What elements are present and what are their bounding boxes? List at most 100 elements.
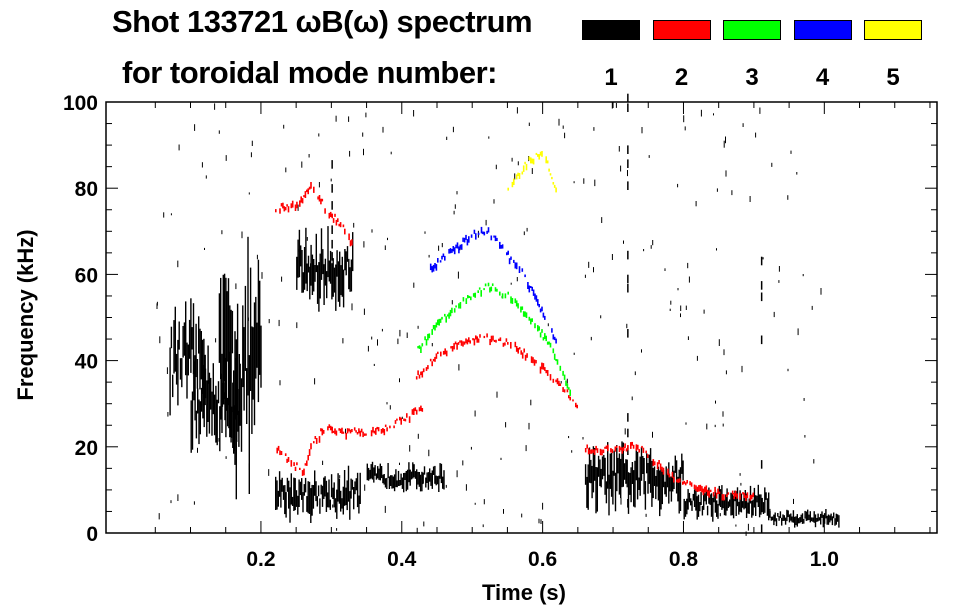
mode-1-spectral-mark <box>643 458 645 495</box>
mode-1-spectral-mark <box>649 448 652 493</box>
mode-1-spectral-mark <box>323 477 325 499</box>
mode-1-spectral-mark <box>399 329 401 337</box>
mode-1-spectral-mark <box>190 400 192 453</box>
mode-2-trace-mark <box>661 466 663 472</box>
mode-2-trace-mark <box>331 213 333 219</box>
mode-2-trace-mark <box>721 494 724 501</box>
mode-1-spectral-mark <box>321 485 324 507</box>
mode-2-trace-mark <box>544 367 546 371</box>
mode-1-spectral-mark <box>588 447 591 483</box>
mode-1-spectral-mark <box>810 517 813 522</box>
mode-1-spectral-mark <box>738 501 740 515</box>
mode-3-trace-mark <box>472 293 475 297</box>
mode-1-spectral-mark <box>341 498 343 509</box>
mode-2-trace-mark <box>472 338 474 341</box>
mode-5-trace-mark <box>555 187 557 193</box>
mode-1-spectral-mark <box>714 424 716 428</box>
mode-2-trace-mark <box>460 340 463 346</box>
mode-1-spectral-mark <box>306 496 308 512</box>
mode-4-trace-mark <box>490 235 493 241</box>
mode-1-spectral-mark <box>560 381 562 384</box>
mode-1-spectral-mark <box>825 509 827 519</box>
mode-1-spectral-mark <box>241 231 243 239</box>
mode-2-trace-mark <box>701 486 703 493</box>
mode-2-trace-mark <box>475 335 477 340</box>
mode-2-trace-mark <box>303 195 305 198</box>
mode-2-trace-mark <box>595 445 597 451</box>
mode-1-spectral-mark <box>618 453 621 495</box>
mode-1-spectral-mark <box>753 487 756 508</box>
mode-1-spectral-mark <box>803 518 805 524</box>
mode-1-spectral-mark <box>482 524 484 528</box>
mode-1-spectral-mark <box>813 511 815 523</box>
mode-1-spectral-mark <box>371 461 374 480</box>
mode-4-trace-mark <box>444 255 446 261</box>
mode-1-spectral-mark <box>681 453 683 474</box>
mode-1-spectral-mark <box>597 455 600 477</box>
mode-1-spectral-mark <box>709 494 711 505</box>
mode-1-spectral-mark <box>670 476 673 502</box>
mode-1-spectral-mark <box>156 303 158 309</box>
mode-1-spectral-mark <box>203 338 205 401</box>
mode-1-spectral-mark <box>626 459 628 488</box>
mode-5-trace-mark <box>531 158 533 164</box>
mode-2-trace-mark <box>642 447 645 453</box>
mode-1-spectral-mark <box>278 319 280 327</box>
mode-2-trace-mark <box>656 462 659 470</box>
mode-1-spectral-mark <box>613 450 615 476</box>
mode-1-spectral-mark <box>346 246 349 262</box>
mode-4-trace-mark <box>493 235 495 238</box>
mode-2-trace-mark <box>341 427 343 434</box>
mode-1-spectral-mark <box>367 345 369 352</box>
mode-1-spectral-mark <box>340 490 342 512</box>
mode-1-spectral-mark <box>381 328 383 332</box>
mode-1-spectral-mark <box>367 467 370 481</box>
mode-1-spectral-mark <box>760 460 763 469</box>
mode-1-spectral-mark <box>291 496 294 506</box>
mode-1-spectral-mark <box>505 422 507 428</box>
mode-2-trace-mark <box>342 431 345 434</box>
mode-4-trace-mark <box>451 249 453 253</box>
mode-2-trace-mark <box>415 409 418 415</box>
mode-2-trace-mark <box>345 432 347 440</box>
mode-1-spectral-mark <box>303 484 305 496</box>
mode-1-spectral-mark <box>603 454 605 476</box>
mode-1-spectral-mark <box>211 391 213 436</box>
x-tick-label: 1.0 <box>810 548 839 571</box>
mode-2-trace-mark <box>342 224 345 228</box>
mode-3-trace-mark <box>552 348 555 354</box>
mode-4-trace-mark <box>429 263 432 271</box>
mode-1-spectral-mark <box>644 481 647 510</box>
mode-2-trace-mark <box>614 446 617 452</box>
mode-1-spectral-mark <box>256 254 258 260</box>
mode-1-spectral-mark <box>163 212 165 218</box>
mode-1-spectral-mark <box>249 267 252 391</box>
mode-1-spectral-mark <box>285 167 287 173</box>
mode-1-spectral-mark <box>224 357 226 421</box>
mode-1-spectral-mark <box>199 401 201 435</box>
mode-1-spectral-mark <box>355 478 357 491</box>
mode-1-spectral-mark <box>525 445 527 452</box>
mode-1-spectral-mark <box>462 460 464 466</box>
mode-1-spectral-mark <box>685 422 687 425</box>
mode-1-spectral-mark <box>298 229 301 278</box>
mode-4-trace-mark <box>455 244 457 249</box>
mode-1-spectral-mark <box>725 136 726 144</box>
mode-1-spectral-mark <box>159 336 161 344</box>
mode-2-trace-mark <box>589 449 591 454</box>
mode-2-trace-mark <box>733 493 735 500</box>
mode-1-spectral-mark <box>488 136 490 139</box>
mode-4-trace-mark <box>462 237 464 242</box>
mode-1-spectral-mark <box>684 501 687 517</box>
mode-1-spectral-mark <box>605 481 608 504</box>
mode-1-spectral-mark <box>648 454 650 484</box>
mode-1-spectral-mark <box>805 511 808 521</box>
mode-1-spectral-mark <box>764 487 766 513</box>
mode-1-spectral-mark <box>293 477 295 511</box>
mode-2-trace-mark <box>621 447 624 454</box>
mode-3-trace-mark <box>559 365 562 371</box>
mode-1-spectral-mark <box>179 358 182 380</box>
mode-2-trace-mark <box>306 189 308 193</box>
mode-1-spectral-mark <box>833 512 835 519</box>
mode-1-spectral-mark <box>255 296 257 379</box>
